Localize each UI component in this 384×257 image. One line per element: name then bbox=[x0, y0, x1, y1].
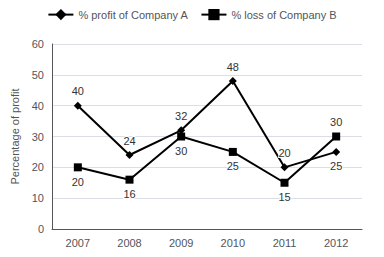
svg-text:2010: 2010 bbox=[221, 237, 245, 249]
svg-text:2007: 2007 bbox=[66, 237, 90, 249]
svg-text:2008: 2008 bbox=[117, 237, 141, 249]
svg-text:40: 40 bbox=[32, 100, 44, 112]
svg-text:60: 60 bbox=[32, 38, 44, 50]
svg-text:10: 10 bbox=[32, 192, 44, 204]
svg-text:% profit of Company A: % profit of Company A bbox=[78, 9, 188, 21]
svg-text:25: 25 bbox=[227, 160, 239, 172]
svg-text:20: 20 bbox=[72, 176, 84, 188]
svg-text:2012: 2012 bbox=[324, 237, 348, 249]
svg-text:30: 30 bbox=[32, 131, 44, 143]
svg-text:20: 20 bbox=[32, 161, 44, 173]
svg-text:25: 25 bbox=[330, 160, 342, 172]
svg-text:40: 40 bbox=[72, 85, 84, 97]
svg-text:24: 24 bbox=[123, 135, 135, 147]
svg-text:15: 15 bbox=[278, 191, 290, 203]
svg-text:32: 32 bbox=[175, 110, 187, 122]
svg-text:30: 30 bbox=[330, 116, 342, 128]
svg-text:50: 50 bbox=[32, 69, 44, 81]
svg-text:30: 30 bbox=[175, 145, 187, 157]
svg-text:2011: 2011 bbox=[273, 237, 297, 249]
svg-text:20: 20 bbox=[278, 147, 290, 159]
svg-text:0: 0 bbox=[38, 223, 44, 235]
svg-text:48: 48 bbox=[227, 61, 239, 73]
svg-text:2009: 2009 bbox=[169, 237, 193, 249]
svg-text:Percentage of profit: Percentage of profit bbox=[9, 88, 21, 184]
svg-text:16: 16 bbox=[123, 188, 135, 200]
svg-text:% loss of Company B: % loss of Company B bbox=[231, 9, 336, 21]
